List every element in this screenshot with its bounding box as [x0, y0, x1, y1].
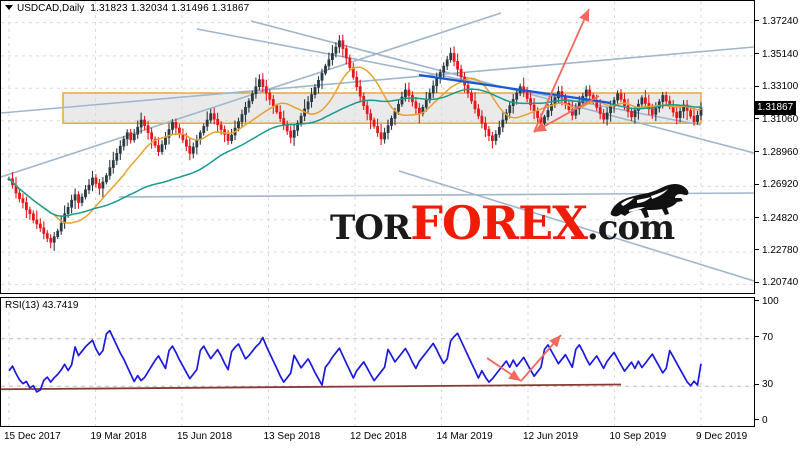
price-axis-tick: 1.20740	[755, 278, 798, 288]
chart-header: USDCAD,Daily 1.31823 1.32034 1.31496 1.31…	[5, 3, 249, 15]
rsi-axis-tick: 0	[755, 416, 768, 426]
price-axis-tick: 1.31060	[755, 114, 798, 125]
price-axis-tick: 1.24820	[755, 213, 798, 224]
rsi-indicator-panel[interactable]	[0, 297, 755, 427]
price-axis-tick: 1.26920	[755, 180, 798, 190]
date-axis-label: 12 Dec 2018	[350, 431, 407, 442]
chevron-down-icon[interactable]	[5, 4, 13, 10]
date-axis-label: 10 Sep 2019	[609, 431, 667, 442]
price-chart-panel[interactable]	[0, 0, 755, 294]
date-axis-label: 14 Mar 2019	[436, 431, 493, 442]
price-plot-area[interactable]	[1, 1, 754, 293]
price-axis-tick: 1.22780	[755, 246, 798, 256]
price-axis-tick: 1.28960	[755, 147, 798, 158]
rsi-plot-area[interactable]	[1, 298, 754, 426]
ohlc-values: 1.31823 1.32034 1.31496 1.31867	[90, 3, 250, 14]
date-axis-label: 12 Jun 2019	[523, 431, 579, 442]
date-axis-label: 13 Sep 2018	[263, 431, 321, 442]
date-axis-label: 15 Dec 2017	[4, 431, 61, 442]
date-axis-label: 15 Jun 2018	[177, 431, 233, 442]
rsi-label: RSI(13) 43.7419	[5, 300, 79, 311]
price-axis: 1.37240 1.35140 1.33100 1.31060 1.28960 1.269…	[755, 0, 811, 427]
rsi-axis-tick: 30	[755, 380, 773, 390]
date-axis-label: 19 Mar 2018	[90, 431, 147, 442]
date-axis: 15 Dec 2017 19 Mar 2018 15 Jun 2018 13 Sep …	[0, 427, 755, 449]
price-axis-tick: 1.37240	[755, 16, 798, 27]
price-axis-tick: 1.33100	[755, 82, 798, 92]
rsi-axis-tick: 100	[755, 296, 779, 307]
rsi-axis-tick: 70	[755, 332, 773, 343]
current-price-tag: 1.31867	[755, 100, 797, 115]
price-axis-tick: 1.35140	[755, 49, 798, 60]
date-axis-label: 9 Dec 2019	[696, 431, 748, 442]
symbol-label: USDCAD,Daily	[17, 3, 85, 14]
